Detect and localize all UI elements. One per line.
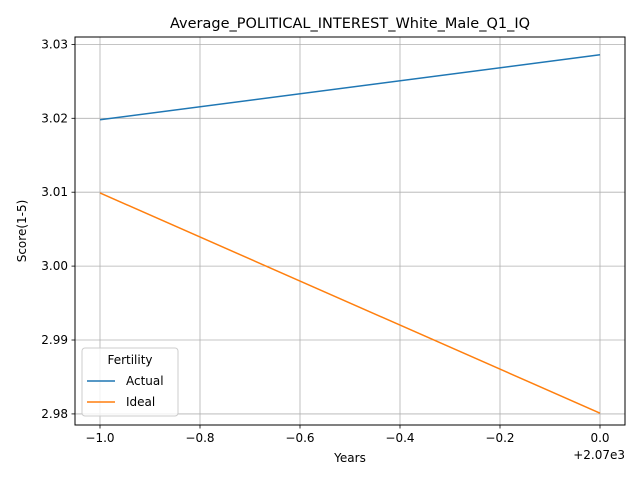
grid (75, 37, 625, 425)
x-tick-label: −0.4 (385, 431, 414, 445)
y-tick-label: 2.99 (41, 333, 68, 347)
x-axis-offset-label: +2.07e3 (573, 448, 625, 462)
legend-label-actual: Actual (126, 374, 164, 388)
x-tick-label: −0.2 (485, 431, 514, 445)
legend-box (81, 347, 179, 417)
chart-title: Average_POLITICAL_INTEREST_White_Male_Q1… (170, 16, 530, 32)
x-axis-label: Years (333, 451, 366, 465)
x-tick-label: −1.0 (85, 431, 114, 445)
series-line-actual (99, 53, 601, 121)
x-tick-label: 0.0 (590, 431, 609, 445)
y-tick-label: 3.03 (41, 37, 68, 51)
axis-ticks: −1.0 −0.8 −0.6 −0.4 −0.2 0.0 2.98 2.99 3.00 3.01 3… (41, 37, 609, 445)
legend: Fertility Actual Ideal (81, 347, 179, 417)
legend-label-ideal: Ideal (126, 395, 155, 409)
x-tick-label: −0.6 (285, 431, 314, 445)
y-tick-label: 3.01 (41, 185, 68, 199)
plot-area-frame (74, 36, 626, 426)
y-tick-label: 2.98 (41, 407, 68, 421)
legend-title: Fertility (107, 353, 152, 367)
x-tick-label: −0.8 (185, 431, 214, 445)
series-lines (99, 53, 601, 414)
y-axis-label: Score(1-5) (15, 200, 29, 263)
y-tick-label: 3.02 (41, 111, 68, 125)
y-tick-label: 3.00 (41, 259, 68, 273)
series-line-ideal (99, 192, 601, 414)
